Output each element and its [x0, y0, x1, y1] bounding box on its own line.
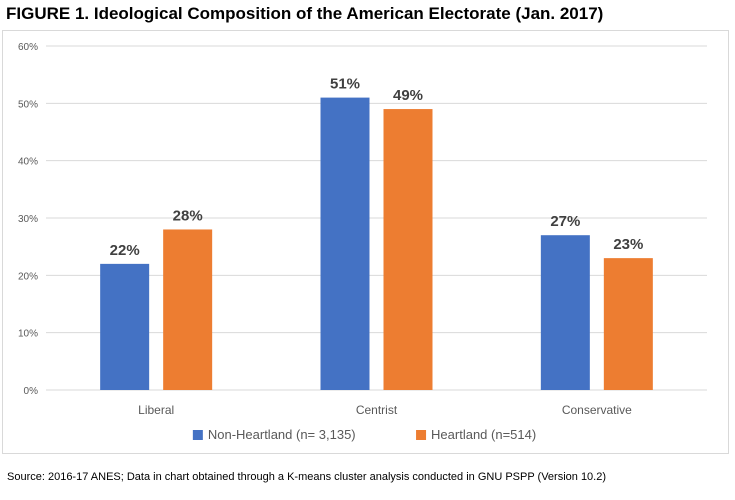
data-label: 28%	[173, 207, 203, 224]
bar	[383, 109, 433, 391]
data-label: 49%	[393, 87, 423, 104]
figure-title: FIGURE 1. Ideological Composition of the…	[6, 4, 604, 23]
bar	[540, 235, 590, 390]
y-tick-label: 50%	[18, 99, 38, 110]
legend: Non-Heartland (n= 3,135) Heartland (n=514…	[192, 427, 536, 442]
x-tick-label: Conservative	[562, 403, 632, 417]
y-tick-label: 60%	[18, 42, 38, 53]
bar	[163, 229, 213, 390]
data-labels: 22% 28% 51% 49% 27% 23%	[110, 76, 644, 259]
legend-label: Non-Heartland (n= 3,135)	[208, 427, 356, 442]
data-label: 51%	[330, 76, 360, 93]
source-note: Source: 2016-17 ANES; Data in chart obta…	[7, 471, 607, 483]
x-tick-label: Liberal	[138, 403, 174, 417]
x-axis-ticks: Liberal Centrist Conservative	[138, 403, 632, 417]
data-label: 23%	[613, 236, 643, 253]
x-tick-label: Centrist	[356, 403, 398, 417]
y-tick-label: 10%	[18, 329, 38, 340]
y-tick-label: 0%	[24, 386, 39, 397]
bars	[100, 97, 653, 391]
y-axis-ticks: 0% 10% 20% 30% 40% 50% 60%	[18, 42, 38, 397]
bar	[603, 258, 653, 390]
data-label: 22%	[110, 242, 140, 259]
y-tick-label: 20%	[18, 271, 38, 282]
gridlines	[46, 45, 707, 391]
legend-swatch	[192, 430, 203, 440]
bar	[320, 97, 370, 390]
legend-swatch	[416, 430, 427, 440]
bar	[100, 263, 150, 390]
data-label: 27%	[550, 213, 580, 230]
y-tick-label: 40%	[18, 157, 38, 168]
y-tick-label: 30%	[18, 214, 38, 225]
legend-label: Heartland (n=514)	[431, 427, 536, 442]
